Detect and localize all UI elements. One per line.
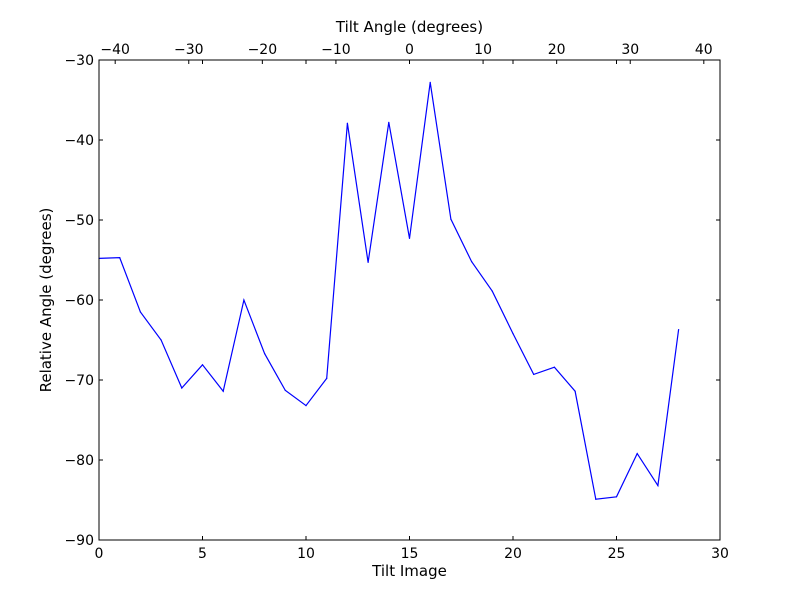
data-point [160,339,162,341]
data-point [636,453,638,455]
data-point [181,387,183,389]
x2-tick-label: 30 [621,42,639,58]
x2-tick-label: −10 [321,42,351,58]
y-tick-label: −90 [64,533,94,549]
data-point [243,299,245,301]
x-tick-label: 10 [297,546,315,562]
x-axis-label: Tilt Image [371,562,447,580]
x2-tick-label: 40 [695,42,713,58]
x-tick-label: 0 [95,546,104,562]
data-point [429,81,431,83]
x-tick-label: 25 [608,546,626,562]
y-tick-label: −80 [64,453,94,469]
x-tick-label: 5 [198,546,207,562]
plot-area [99,60,720,540]
x2-tick-label: −20 [248,42,278,58]
data-point [533,373,535,375]
data-point [408,237,411,239]
data-point [139,311,141,313]
data-point [512,333,514,335]
plot-frame [98,59,721,541]
data-point [201,364,204,366]
x2-tick-label: −40 [100,42,130,58]
data-point [264,353,266,355]
data-point [326,377,328,379]
data-point [222,390,224,392]
data-point [119,257,121,259]
x2-axis-label: Tilt Angle (degrees) [335,18,483,36]
y-axis-label: Relative Angle (degrees) [37,208,55,393]
data-point [615,496,618,498]
x2-tick-label: 10 [474,42,492,58]
data-point [595,498,597,500]
y-tick-label: −70 [64,373,94,389]
x-tick-label: 15 [401,546,419,562]
data-point [471,261,473,263]
data-point [367,261,369,263]
data-point [657,485,659,487]
x2-tick-label: −30 [174,42,204,58]
data-point [491,290,493,292]
ticks-layer: 0 5 10 15 20 25 30 −90 −80 −70 −60 −50 −40 −30 −40 −30 −… [64,42,728,562]
y-tick-label: −40 [64,133,94,149]
x-tick-label: 20 [504,546,522,562]
data-point [346,122,348,124]
y-tick-label: −30 [64,53,94,69]
data-point [574,390,576,392]
data-point [450,218,452,220]
y-tick-label: −50 [64,213,94,229]
series-layer [98,81,680,500]
x2-tick-label: 0 [405,42,414,58]
data-point [305,405,307,407]
y-tick-label: −60 [64,293,94,309]
data-point [388,121,390,123]
x-tick-label: 30 [711,546,729,562]
data-point [553,366,556,368]
x2-tick-label: 20 [548,42,566,58]
data-point [678,329,680,331]
data-point [284,389,286,391]
